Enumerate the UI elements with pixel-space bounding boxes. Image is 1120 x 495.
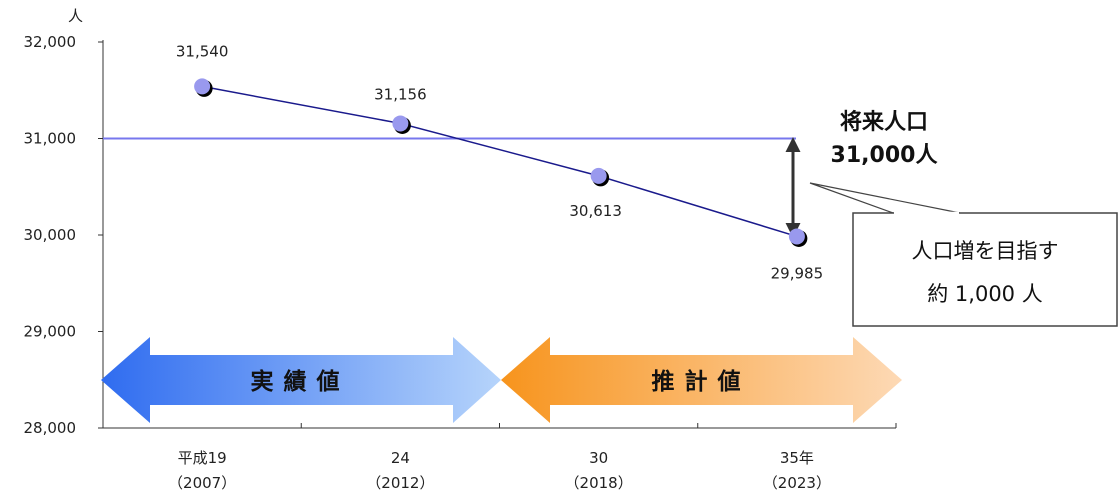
forecast-period-arrow <box>501 337 902 423</box>
callout-box <box>852 212 1118 327</box>
y-ticks: 28,000 29,000 30,000 31,000 32,000 <box>24 33 103 437</box>
x-ticks: 平成19 （2007） 24 （2012） 30 （2018） 35年 （2023） <box>168 423 897 492</box>
forecast-period-label: 推計値 <box>652 368 751 395</box>
y-tick-label: 29,000 <box>24 323 77 341</box>
x-tick-sublabel: （2007） <box>168 474 236 492</box>
actual-period-arrow <box>101 337 501 423</box>
target-title: 将来人口 <box>840 109 928 135</box>
x-tick-label: 24 <box>391 449 410 467</box>
y-tick-label: 32,000 <box>24 33 77 51</box>
data-label: 31,156 <box>374 85 427 103</box>
data-label: 30,613 <box>569 202 622 220</box>
y-tick-label: 31,000 <box>24 130 77 148</box>
data-point <box>788 228 805 245</box>
x-tick-sublabel: （2023） <box>763 474 831 492</box>
data-point <box>194 78 211 95</box>
x-tick-sublabel: （2018） <box>565 474 633 492</box>
data-point <box>392 115 409 132</box>
callout-line-1: 人口増を目指す <box>912 239 1059 263</box>
x-tick-label: 30 <box>589 449 608 467</box>
x-tick-sublabel: （2012） <box>366 474 434 492</box>
callout-pointer <box>809 182 961 214</box>
data-label: 31,540 <box>176 42 229 60</box>
y-unit-label: 人 <box>68 7 83 25</box>
series-population: 31,540 31,156 30,613 29,985 <box>176 42 823 282</box>
data-point <box>590 167 607 184</box>
callout-line-2: 約 1,000 人 <box>927 282 1042 306</box>
y-tick-label: 28,000 <box>24 419 77 437</box>
y-tick-label: 30,000 <box>24 226 77 244</box>
x-tick-label: 35年 <box>780 449 814 467</box>
x-tick-label: 平成19 <box>178 449 227 467</box>
series-line <box>201 85 798 238</box>
actual-period-label: 実績値 <box>251 368 350 395</box>
target-value-label: 31,000人 <box>831 143 938 168</box>
data-label: 29,985 <box>771 264 824 282</box>
